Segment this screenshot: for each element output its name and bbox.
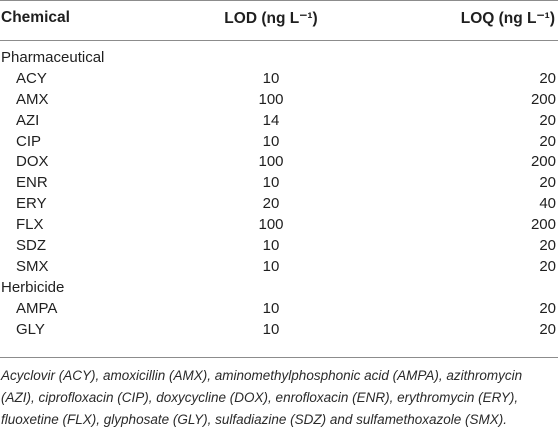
table-row: ERY 20 40 [0, 194, 558, 215]
header-lod: LOD (ng L⁻¹) [224, 10, 318, 27]
loq-cell: 20 [539, 257, 556, 275]
lod-cell: 100 [258, 216, 284, 234]
loq-cell: 20 [539, 132, 556, 150]
lod-cell: 14 [262, 111, 280, 129]
loq-cell: 20 [539, 174, 556, 192]
lod-cell: 10 [262, 132, 280, 150]
chemical-cell: SDZ [16, 237, 46, 255]
chemical-cell: FLX [16, 216, 44, 234]
table-row: AMX 100 200 [0, 90, 558, 111]
table-footnote: Acyclovir (ACY), amoxicillin (AMX), amin… [1, 368, 523, 427]
table-body: Pharmaceutical ACY 10 20 AMX 100 200 AZI 14 20 CIP… [0, 48, 558, 340]
chemical-cell: GLY [16, 320, 45, 338]
table-row: ACY 10 20 [0, 69, 558, 90]
table-header-rule [0, 40, 558, 41]
lod-cell: 10 [262, 69, 280, 87]
chemical-cell: ACY [16, 69, 47, 87]
header-loq: LOQ (ng L⁻¹) [460, 10, 555, 27]
loq-cell: 20 [539, 111, 556, 129]
lod-cell: 10 [262, 237, 280, 255]
loq-cell: 20 [539, 320, 556, 338]
table-top-rule [0, 0, 558, 1]
table-row: AMPA 10 20 [0, 299, 558, 320]
group-row: Herbicide [0, 278, 558, 299]
table-row: ENR 10 20 [0, 173, 558, 194]
loq-cell: 40 [539, 195, 556, 213]
chemical-cell: ERY [16, 195, 47, 213]
loq-cell: 200 [530, 90, 556, 108]
loq-cell: 200 [530, 153, 556, 171]
lod-cell: 10 [262, 320, 280, 338]
loq-cell: 200 [530, 216, 556, 234]
lod-cell: 10 [262, 174, 280, 192]
chemical-cell: CIP [16, 132, 42, 150]
table-row: GLY 10 20 [0, 320, 558, 341]
lod-cell: 20 [262, 195, 280, 213]
loq-cell: 20 [539, 237, 556, 255]
table-row: DOX 100 200 [0, 152, 558, 173]
table-row: AZI 14 20 [0, 111, 558, 132]
lod-cell: 10 [262, 257, 280, 275]
chemical-cell: AMPA [16, 299, 58, 317]
chemical-cell: SMX [16, 257, 49, 275]
chemical-cell: DOX [16, 153, 49, 171]
group-row: Pharmaceutical [0, 48, 558, 69]
header-chemical: Chemical [1, 9, 70, 26]
chemical-cell: ENR [16, 174, 48, 192]
table-row: SDZ 10 20 [0, 236, 558, 257]
loq-cell: 20 [539, 299, 556, 317]
table-row: FLX 100 200 [0, 215, 558, 236]
group-label: Pharmaceutical [1, 49, 105, 66]
table-row: SMX 10 20 [0, 257, 558, 278]
table-bottom-rule [0, 357, 558, 358]
loq-cell: 20 [539, 69, 556, 87]
table-header-row: Chemical LOD (ng L⁻¹) LOQ (ng L⁻¹) [0, 9, 558, 31]
table-row: CIP 10 20 [0, 132, 558, 153]
chemical-cell: AMX [16, 90, 49, 108]
group-label: Herbicide [1, 278, 65, 296]
lod-cell: 100 [258, 153, 284, 171]
lod-cell: 10 [262, 299, 280, 317]
chemical-cell: AZI [16, 111, 40, 129]
lod-cell: 100 [258, 90, 284, 108]
